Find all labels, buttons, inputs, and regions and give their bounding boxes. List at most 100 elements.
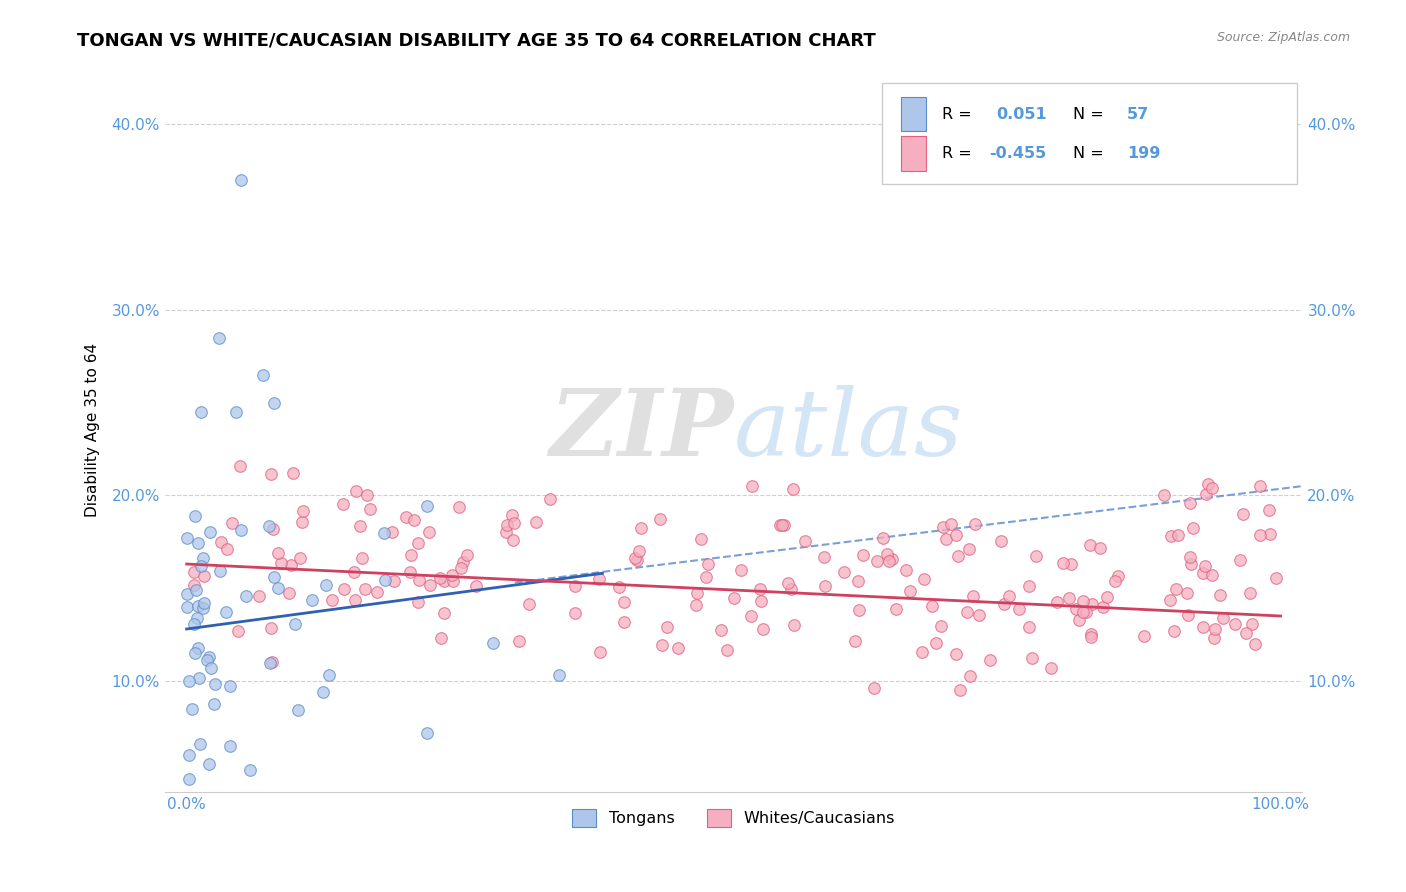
Point <box>270 557 292 571</box>
Point <box>1052 556 1074 570</box>
Point <box>1257 502 1279 516</box>
Point <box>441 574 464 589</box>
Point <box>416 500 439 514</box>
Text: ZIP: ZIP <box>550 385 734 475</box>
Point <box>451 555 474 569</box>
Point <box>1208 588 1230 602</box>
Point <box>770 518 793 533</box>
Point <box>344 484 367 499</box>
Point <box>1249 528 1271 542</box>
Point <box>235 589 257 603</box>
Point <box>176 599 198 614</box>
Point <box>408 573 430 587</box>
Point <box>1163 624 1185 639</box>
Point <box>832 565 855 579</box>
Point <box>1167 528 1189 542</box>
Point <box>208 330 231 344</box>
Point <box>191 601 214 615</box>
Point <box>628 543 651 558</box>
Point <box>333 582 356 596</box>
Point <box>624 550 647 565</box>
Point <box>398 565 420 579</box>
Text: 199: 199 <box>1128 145 1161 161</box>
Point <box>931 520 953 534</box>
Text: -0.455: -0.455 <box>990 145 1047 161</box>
Point <box>433 574 456 588</box>
Point <box>1243 637 1265 651</box>
Point <box>877 554 900 568</box>
Text: TONGAN VS WHITE/CAUCASIAN DISABILITY AGE 35 TO 64 CORRELATION CHART: TONGAN VS WHITE/CAUCASIAN DISABILITY AGE… <box>77 31 876 49</box>
Point <box>354 582 377 597</box>
FancyBboxPatch shape <box>882 83 1296 185</box>
Point <box>1204 622 1226 636</box>
Point <box>193 569 215 583</box>
Point <box>408 536 430 550</box>
Point <box>1040 661 1063 675</box>
Point <box>395 509 418 524</box>
Point <box>1197 477 1219 491</box>
Point <box>418 524 440 539</box>
Point <box>186 611 208 625</box>
Point <box>404 513 426 527</box>
Point <box>925 636 948 650</box>
Point <box>1177 608 1199 623</box>
Point <box>997 589 1019 603</box>
Point <box>1069 613 1091 627</box>
Point <box>1059 591 1081 605</box>
Point <box>200 661 222 675</box>
Point <box>195 653 218 667</box>
Point <box>187 535 209 549</box>
Point <box>773 518 796 533</box>
Point <box>183 617 205 632</box>
Point <box>990 533 1012 548</box>
Point <box>846 574 869 588</box>
Point <box>1104 574 1126 588</box>
Point <box>263 570 285 584</box>
FancyBboxPatch shape <box>901 96 927 131</box>
Point <box>187 640 209 655</box>
Point <box>1153 488 1175 502</box>
Point <box>318 668 340 682</box>
Point <box>776 576 799 591</box>
Point <box>1080 626 1102 640</box>
Text: Source: ZipAtlas.com: Source: ZipAtlas.com <box>1216 31 1350 45</box>
Point <box>1239 586 1261 600</box>
Point <box>538 491 561 506</box>
Point <box>697 557 720 571</box>
Text: 0.051: 0.051 <box>997 107 1047 121</box>
Point <box>262 522 284 536</box>
Point <box>215 541 238 556</box>
Point <box>1175 586 1198 600</box>
Point <box>876 547 898 561</box>
Point <box>1071 605 1094 619</box>
Point <box>911 645 934 659</box>
Point <box>249 590 271 604</box>
Point <box>179 747 201 762</box>
Point <box>350 551 373 566</box>
Point <box>221 516 243 530</box>
Point <box>315 578 337 592</box>
Text: 57: 57 <box>1128 107 1150 121</box>
Point <box>456 548 478 562</box>
Point <box>280 558 302 572</box>
Point <box>630 521 652 535</box>
Point <box>686 586 709 600</box>
Point <box>648 512 671 526</box>
Point <box>613 595 636 609</box>
Point <box>1018 579 1040 593</box>
Point <box>1194 558 1216 573</box>
Point <box>1160 529 1182 543</box>
Point <box>794 533 817 548</box>
Point <box>779 582 801 596</box>
Point <box>267 582 290 596</box>
Point <box>1066 602 1088 616</box>
Point <box>1132 629 1154 643</box>
Point <box>219 739 242 753</box>
Point <box>266 546 288 560</box>
Point <box>263 395 285 409</box>
Point <box>384 574 406 589</box>
Text: N =: N = <box>1073 107 1108 121</box>
Point <box>769 518 792 533</box>
Point <box>741 479 763 493</box>
Point <box>1078 538 1101 552</box>
